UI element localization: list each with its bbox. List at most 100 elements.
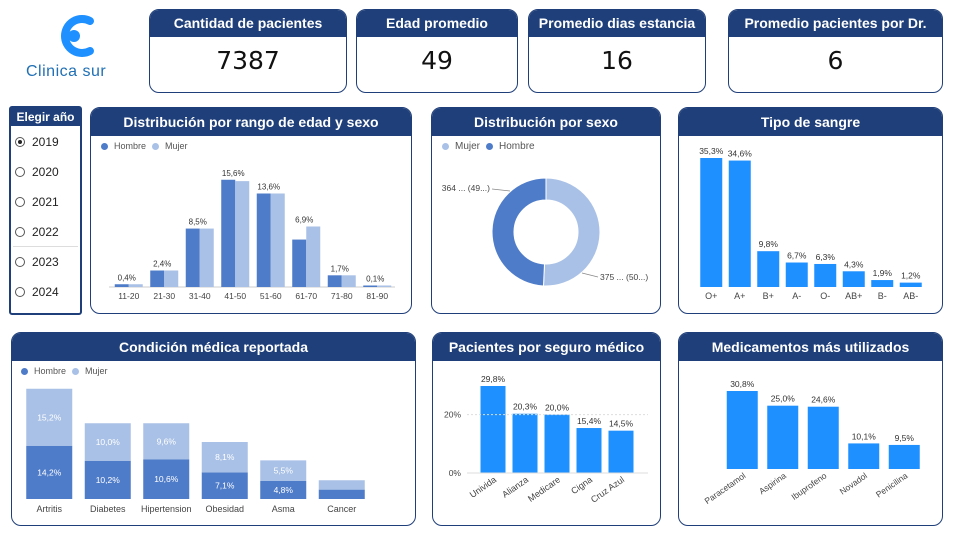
radio-selected-icon[interactable]: [15, 137, 25, 147]
tick-label: 11-20: [118, 291, 139, 301]
bar-mujer: [341, 275, 356, 287]
legend-swatch: [101, 142, 108, 150]
radio-icon[interactable]: [15, 287, 25, 297]
data-label: 20,0%: [545, 403, 570, 413]
bar-mujer: [26, 388, 73, 446]
radio-icon[interactable]: [15, 167, 25, 177]
data-label: 15,6%: [222, 169, 245, 178]
bar-hombre: [185, 228, 200, 287]
chart-plot: 30,8% Paracetamol 25,0% Aspirina 24,6% Ibupro…: [703, 379, 920, 506]
kpi-title: Edad promedio: [357, 10, 517, 37]
chart-legend: Hombre Mujer: [101, 141, 188, 151]
chart-card-seguro: Pacientes por seguro médico 29,8% Univida…: [432, 332, 661, 526]
tick-label: AB-: [903, 291, 918, 301]
bar-hombre: [150, 270, 165, 287]
logo-icon: [61, 15, 94, 57]
bar: [512, 413, 538, 473]
legend-label: Mujer: [85, 366, 108, 376]
year-option-2023[interactable]: 2023: [15, 255, 59, 269]
data-label: 0,1%: [366, 275, 384, 284]
tick-label: B+: [763, 291, 774, 301]
data-label: 6,3%: [816, 252, 836, 262]
tick-label: Aspirina: [757, 470, 788, 496]
data-label: 6,7%: [787, 251, 807, 261]
tick-label: Artritis: [37, 504, 63, 514]
bar-hombre: [221, 179, 236, 287]
kpi-card-estancia: Promedio dias estancia 16: [528, 9, 706, 93]
tick-label: B-: [878, 291, 887, 301]
bar: [842, 271, 865, 287]
tick-label: Medicare: [526, 474, 562, 503]
tick-label: Penicilina: [874, 470, 910, 499]
bar: [544, 414, 570, 473]
tick-label: 51-60: [260, 291, 282, 301]
kpi-title: Promedio dias estancia: [529, 10, 705, 37]
data-label: 20,3%: [513, 402, 538, 412]
bar-mujer: [143, 423, 190, 460]
data-label: 8,1%: [215, 452, 235, 462]
tick-label: 71-80: [331, 291, 353, 301]
tick-label: 61-70: [295, 291, 317, 301]
logo-text: Clinica sur: [26, 63, 107, 80]
kpi-value: 16: [601, 46, 633, 75]
logo: Clinica sur: [20, 12, 130, 84]
bar: [899, 282, 922, 287]
leader-line: [581, 272, 599, 278]
legend-label: Hombre: [499, 141, 535, 152]
kpi-title: Promedio pacientes por Dr.: [729, 10, 942, 37]
bar-hombre: [201, 472, 248, 499]
chart-plot: 375 ... (50...) 364 ... (49...): [442, 177, 648, 287]
year-option-2024[interactable]: 2024: [15, 285, 59, 299]
tick-label: Cruz Azul: [589, 474, 626, 504]
bar: [871, 280, 894, 287]
chart-title: Pacientes por seguro médico: [433, 333, 660, 361]
legend-label: Mujer: [455, 141, 481, 152]
legend-swatch: [442, 143, 449, 150]
data-label: 13,6%: [257, 183, 280, 192]
donut-slice-mujer: [542, 177, 601, 287]
data-label: 9,5%: [895, 433, 915, 443]
chart-card-edad-sexo: Distribución por rango de edad y sexo Ho…: [90, 107, 412, 314]
radio-icon[interactable]: [15, 257, 25, 267]
bar: [728, 160, 751, 287]
tick-label: Cancer: [327, 504, 356, 514]
tick-label: Novadol: [838, 470, 869, 496]
tick-label: AB+: [845, 291, 862, 301]
radio-icon[interactable]: [15, 227, 25, 237]
bar: [700, 158, 723, 287]
year-option-2021[interactable]: 2021: [15, 195, 59, 209]
tick-label: 21-30: [153, 291, 175, 301]
legend-swatch: [72, 367, 80, 375]
year-option-2022[interactable]: 2022: [15, 225, 59, 239]
kpi-value: 49: [421, 46, 453, 75]
chart-plot: 29,8%Univida20,3%Alianza20,0%Medicare15,…: [444, 374, 648, 505]
chart-card-sangre: Tipo de sangre 35,3% O+ 34,6% A+ 9,8% B+ 6,7% A…: [678, 107, 943, 314]
legend-label: Hombre: [34, 366, 67, 376]
tick-label: Hipertension: [141, 504, 192, 514]
year-label: 2019: [32, 135, 59, 149]
year-option-2020[interactable]: 2020: [15, 165, 59, 179]
data-label: 24,6%: [811, 395, 836, 405]
year-filter: Elegir año 2019 2020 2021 2022 2023 2024: [9, 106, 82, 315]
year-label: 2020: [32, 165, 59, 179]
data-label: 14,5%: [609, 419, 634, 429]
bar-hombre: [327, 275, 342, 287]
tick-label: Paracetamol: [703, 470, 748, 506]
chart-plot: 35,3% O+ 34,6% A+ 9,8% B+ 6,7% A- 6,3% O- 4,3% AB+ 1…: [699, 146, 922, 301]
kpi-value: 6: [827, 46, 844, 75]
data-label: 4,8%: [274, 485, 294, 495]
bar-hombre: [292, 239, 307, 287]
bar-hombre: [26, 445, 73, 499]
data-label: 9,8%: [759, 239, 779, 249]
data-label: 9,6%: [157, 436, 177, 446]
year-option-2019[interactable]: 2019: [15, 135, 59, 149]
legend-swatch: [486, 143, 494, 150]
chart-title: Condición médica reportada: [12, 333, 415, 361]
y-tick-label: 20%: [444, 410, 461, 420]
tick-label: Asma: [272, 504, 295, 514]
divider: [13, 246, 78, 247]
tick-label: A-: [792, 291, 801, 301]
bar-hombre: [363, 285, 378, 287]
radio-icon[interactable]: [15, 197, 25, 207]
data-label: 4,3%: [844, 259, 864, 269]
